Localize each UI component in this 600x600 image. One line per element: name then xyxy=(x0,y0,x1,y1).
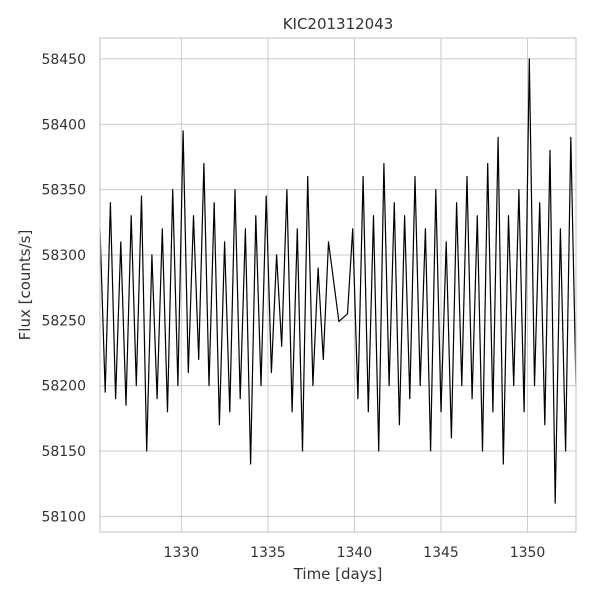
tick-labels: 1330 1335 1340 1345 1350 58100 58150 58200 58250… xyxy=(41,52,545,561)
flux-series-line xyxy=(99,58,577,504)
y-tick-label: 58450 xyxy=(41,52,86,68)
y-tick-label: 58250 xyxy=(41,313,86,329)
x-axis-label: Time [days] xyxy=(293,565,383,583)
x-tick-label: 1330 xyxy=(164,545,200,561)
y-axis-label: Flux [counts/s] xyxy=(16,230,34,341)
y-tick-label: 58150 xyxy=(41,444,86,460)
y-tick-label: 58100 xyxy=(41,509,86,525)
y-tick-label: 58300 xyxy=(41,248,86,264)
series-group xyxy=(99,58,577,504)
x-tick-label: 1345 xyxy=(423,545,459,561)
x-tick-label: 1340 xyxy=(337,545,373,561)
grid xyxy=(100,38,576,532)
plot-frame xyxy=(99,37,577,533)
x-tick-label: 1335 xyxy=(250,545,286,561)
chart-title: KIC201312043 xyxy=(283,15,394,33)
y-tick-label: 58200 xyxy=(41,379,86,395)
y-tick-label: 58400 xyxy=(41,117,86,133)
x-tick-label: 1350 xyxy=(510,545,546,561)
y-tick-label: 58350 xyxy=(41,183,86,199)
